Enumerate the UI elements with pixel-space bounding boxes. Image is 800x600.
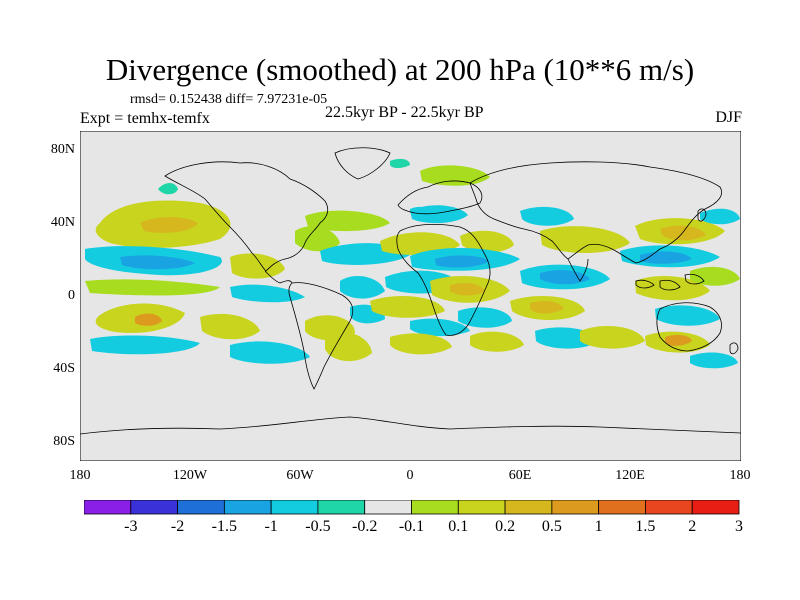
colorbar-swatch — [551, 500, 600, 515]
colorbar-label: -2 — [170, 518, 185, 535]
contour-region — [410, 318, 470, 337]
colorbar-label: 1 — [594, 518, 603, 535]
contour-region — [435, 255, 490, 268]
colorbar-swatch — [504, 500, 553, 515]
divergence-map — [80, 131, 741, 461]
contour-region — [85, 279, 220, 296]
colorbar-label: -1 — [264, 518, 278, 535]
contour-region — [635, 276, 710, 301]
contour-region — [420, 165, 490, 186]
colorbar-label: -0.5 — [305, 518, 331, 535]
contour-region — [690, 266, 740, 286]
contour-region — [158, 183, 178, 195]
colorbar-swatch — [598, 500, 646, 515]
contour-region — [200, 313, 260, 340]
contour-region — [580, 326, 645, 349]
map-background — [80, 131, 741, 461]
coastline — [697, 208, 707, 222]
lon-label: 180 — [69, 468, 91, 483]
contour-region — [530, 301, 564, 314]
chart-title: Divergence (smoothed) at 200 hPa (10**6 … — [105, 52, 695, 87]
colorbar-swatch — [457, 500, 506, 515]
colorbar-label: -1.5 — [211, 518, 237, 535]
colorbar-label: -0.1 — [398, 518, 425, 535]
stats-line: rmsd= 0.152438 diff= 7.97231e-05 — [130, 92, 328, 107]
contour-region — [660, 225, 706, 241]
lat-label: 40S — [53, 361, 75, 376]
contour-region — [340, 276, 385, 299]
coastline — [469, 161, 722, 264]
colorbar-swatch — [177, 500, 225, 515]
lon-label: 120W — [172, 468, 208, 483]
coastline — [397, 180, 483, 215]
lat-label: 40N — [50, 215, 75, 230]
season-label: DJF — [715, 109, 742, 126]
contour-region — [665, 334, 692, 346]
contour-region — [90, 335, 200, 355]
contour-region — [690, 352, 738, 369]
colorbar-label: 0.2 — [495, 518, 516, 535]
contour-region — [520, 206, 574, 226]
contour-region — [325, 332, 372, 362]
lon-label: 180 — [729, 468, 751, 483]
colorbar-label: 0.1 — [448, 518, 469, 535]
contour-region — [140, 217, 198, 233]
lat-label: 80N — [50, 142, 75, 157]
colorbar-swatch — [691, 500, 740, 515]
colorbar-label: 1.5 — [635, 518, 656, 535]
coastline — [635, 279, 655, 289]
coastline — [264, 270, 293, 284]
lat-label: 0 — [68, 288, 75, 303]
contour-region — [470, 331, 524, 352]
colorbar-swatch — [223, 500, 272, 515]
contour-region — [120, 255, 195, 270]
experiment-label: Expt = temhx-temfx — [80, 110, 210, 127]
contour-region — [230, 341, 310, 364]
colorbar-swatch — [317, 500, 366, 515]
lon-label: 120E — [615, 468, 645, 483]
colorbar-swatch — [84, 500, 132, 515]
contour-region — [450, 283, 485, 296]
lat-label: 80S — [53, 434, 75, 449]
period-label: 22.5kyr BP - 22.5kyr BP — [325, 104, 484, 121]
contour-region — [655, 305, 720, 326]
coastline — [567, 258, 589, 282]
contour-region — [700, 208, 740, 225]
colorbar-label: -0.2 — [352, 518, 378, 535]
contour-region — [370, 296, 445, 318]
contour-region — [540, 226, 630, 253]
coastline — [396, 223, 491, 336]
contour-region — [540, 270, 590, 285]
coastline — [334, 147, 391, 180]
contour-region — [458, 307, 512, 328]
coastline — [729, 342, 739, 355]
colorbar-label: 0.5 — [541, 518, 562, 535]
lon-label: 0 — [406, 468, 414, 483]
coastline — [656, 302, 722, 352]
contour-region — [295, 226, 340, 252]
colorbar-swatch — [130, 500, 178, 515]
colorbar-label: 2 — [688, 518, 697, 535]
lon-label: 60W — [286, 468, 314, 483]
contour-region — [135, 313, 162, 326]
contour-region — [230, 284, 305, 303]
colorbar-swatch — [364, 500, 412, 515]
coastline — [288, 282, 354, 390]
contour-region — [230, 253, 285, 279]
colorbar-label: -3 — [124, 518, 138, 535]
coastlines — [80, 147, 741, 435]
contour-region — [390, 333, 452, 355]
coastline — [659, 279, 681, 291]
contour-region — [390, 158, 410, 168]
colorbar — [84, 500, 740, 515]
coastline — [684, 273, 705, 285]
colorbar-swatch — [411, 500, 459, 515]
colorbar-label: 3 — [735, 518, 743, 535]
colorbar-swatch — [645, 500, 693, 515]
coastline — [164, 161, 329, 272]
colorbar-swatch — [270, 500, 319, 515]
coastline — [80, 416, 741, 435]
lon-label: 60E — [508, 468, 532, 483]
